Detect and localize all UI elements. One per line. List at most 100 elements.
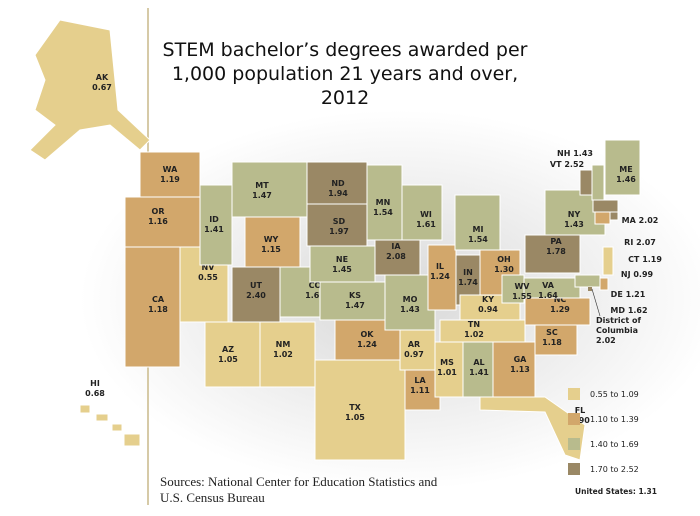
- state-value: 1.74: [458, 278, 478, 287]
- state-value: 0.67: [92, 83, 112, 92]
- state-shape: [524, 297, 591, 326]
- state-value: 1.30: [494, 265, 514, 274]
- state-shape: [427, 244, 457, 311]
- state-value: 1.45: [332, 265, 352, 274]
- state-value: 1.13: [510, 365, 530, 374]
- state-label: AL 1.41: [469, 358, 489, 377]
- state-value: 1.05: [218, 355, 238, 364]
- state-label: NV 0.55: [198, 263, 218, 282]
- state-abbr: SD: [333, 217, 346, 226]
- state-label: MA 2.02: [622, 216, 659, 225]
- state-value: 1.41: [469, 368, 489, 377]
- state-value: 1.54: [373, 208, 393, 217]
- state-label: ID 1.41: [204, 215, 224, 234]
- state-abbr: ME: [619, 165, 632, 174]
- state-label: KY 0.94: [478, 295, 498, 314]
- state-value: 1.18: [148, 305, 168, 314]
- legend-label: 1.70 to 2.52: [590, 465, 639, 474]
- state-value: 1.97: [329, 227, 349, 236]
- state-abbr: AZ: [222, 345, 234, 354]
- state-value: 1.24: [430, 272, 450, 281]
- state-value: 1.19: [642, 255, 662, 264]
- state-abbr: OR: [152, 207, 165, 216]
- state-label: AK 0.67: [92, 73, 112, 92]
- state-value: 1.64: [538, 291, 558, 300]
- state-value: 0.68: [85, 389, 105, 398]
- state-label: ME 1.46: [616, 165, 636, 184]
- state-label: KS 1.47: [345, 291, 365, 310]
- state-abbr: OK: [361, 330, 375, 339]
- state-abbr: GA: [514, 355, 528, 364]
- dc-label: District of Columbia 2.02: [596, 316, 652, 346]
- state-value: 0.99: [633, 270, 653, 279]
- state-abbr: FL: [575, 406, 586, 415]
- state-label: MD 1.62: [610, 306, 647, 315]
- state-label: OK 1.24: [357, 330, 377, 349]
- state-label: MS 1.01: [437, 358, 457, 377]
- state-shape: [231, 161, 308, 218]
- state-abbr: NJ: [621, 270, 631, 279]
- state-value: 1.02: [273, 350, 293, 359]
- state-shape: [609, 211, 619, 221]
- state-label: IL 1.24: [430, 262, 450, 281]
- state-value: 1.61: [416, 220, 436, 229]
- state-value: 1.43: [564, 220, 584, 229]
- state-label: WI 1.61: [416, 210, 436, 229]
- state-label: VT 2.52: [550, 160, 584, 169]
- state-abbr: NE: [336, 255, 348, 264]
- state-label: WA 1.19: [160, 165, 180, 184]
- state-abbr: MS: [440, 358, 454, 367]
- state-value: 2.07: [636, 238, 656, 247]
- state-value: 1.94: [328, 189, 348, 198]
- state-label: TX 1.05: [345, 403, 365, 422]
- state-value: 1.62: [628, 306, 648, 315]
- state-label: MI 1.54: [468, 225, 488, 244]
- state-value: 1.46: [616, 175, 636, 184]
- state-shape: [95, 413, 109, 422]
- state-shape: [399, 329, 436, 371]
- state-label: NE 1.45: [332, 255, 352, 274]
- legend-swatch: [568, 438, 580, 450]
- state-label: WV 1.55: [512, 282, 532, 301]
- state-abbr: WA: [163, 165, 178, 174]
- state-shape: [604, 139, 641, 196]
- state-value: 1.19: [160, 175, 180, 184]
- state-value: 1.21: [626, 290, 646, 299]
- state-value: 0.55: [198, 273, 218, 282]
- state-label: NC 1.29: [550, 295, 570, 314]
- state-value: 1.78: [546, 247, 566, 256]
- state-label: OR 1.16: [148, 207, 168, 226]
- state-value: 1.24: [357, 340, 377, 349]
- state-abbr: IN: [463, 268, 473, 277]
- title: STEM bachelor’s degrees awarded per 1,00…: [162, 39, 528, 109]
- state-abbr: MA: [622, 216, 637, 225]
- state-label: NY 1.43: [564, 210, 584, 229]
- state-shape: [454, 194, 501, 251]
- state-value: 1.55: [512, 292, 532, 301]
- state-shape: [534, 324, 578, 356]
- state-shape: [259, 321, 316, 388]
- state-shape: [79, 404, 91, 414]
- state-shape: [306, 161, 368, 205]
- state-label: TN 1.02: [464, 320, 484, 339]
- state-value: 0.90: [570, 416, 590, 425]
- state-value: 1.15: [261, 245, 281, 254]
- state-shape: [574, 274, 601, 288]
- state-label: MT 1.47: [252, 181, 272, 200]
- state-label: AR 0.97: [404, 340, 424, 359]
- state-value: 2.52: [564, 160, 584, 169]
- state-value: 1.47: [345, 301, 365, 310]
- state-value: 1.18: [542, 338, 562, 347]
- state-shape: [309, 245, 376, 283]
- state-shape: [314, 359, 406, 461]
- state-abbr: AL: [473, 358, 484, 367]
- state-value: 1.11: [410, 386, 430, 395]
- state-abbr: NC: [554, 295, 567, 304]
- state-abbr: AR: [408, 340, 420, 349]
- state-shape: [579, 169, 593, 196]
- state-label: VA 1.64: [538, 281, 558, 300]
- state-value: 1.54: [468, 235, 488, 244]
- state-abbr: UT: [250, 281, 262, 290]
- us-total: United States: 1.31: [575, 487, 657, 496]
- state-value: 1.68: [305, 291, 325, 300]
